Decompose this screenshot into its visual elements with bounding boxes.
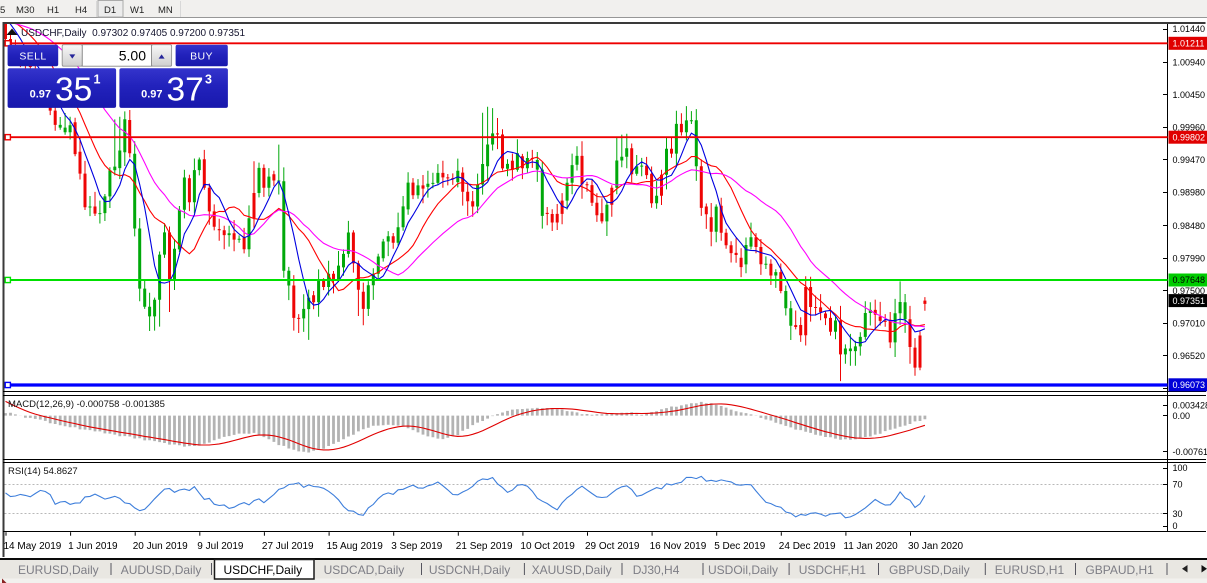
svg-text:100: 100 xyxy=(1173,463,1188,473)
svg-text:5 Dec 2019: 5 Dec 2019 xyxy=(714,541,766,552)
svg-text:USDCHF,Daily: USDCHF,Daily xyxy=(224,563,303,577)
svg-text:5.00: 5.00 xyxy=(119,48,146,64)
svg-text:0.97010: 0.97010 xyxy=(1173,319,1206,329)
svg-text:0.99470: 0.99470 xyxy=(1173,155,1206,165)
svg-text:W1: W1 xyxy=(130,5,144,16)
svg-text:USDCHF,Daily 0.97302 0.97405: USDCHF,Daily 0.97302 0.97405 0.97200 0.9… xyxy=(21,28,245,39)
svg-text:3: 3 xyxy=(205,73,212,87)
svg-text:EURUSD,H1: EURUSD,H1 xyxy=(995,563,1065,577)
svg-text:0.98980: 0.98980 xyxy=(1173,188,1206,198)
svg-text:0.97990: 0.97990 xyxy=(1173,253,1206,263)
svg-text:H4: H4 xyxy=(75,5,87,16)
svg-text:0.96073: 0.96073 xyxy=(1173,380,1206,390)
svg-text:5: 5 xyxy=(0,5,5,16)
svg-text:29 Oct 2019: 29 Oct 2019 xyxy=(585,541,640,552)
svg-text:20 Jun 2019: 20 Jun 2019 xyxy=(133,541,188,552)
svg-text:USDCAD,Daily: USDCAD,Daily xyxy=(324,563,405,577)
svg-text:1.01440: 1.01440 xyxy=(1173,24,1206,34)
svg-text:27 Jul 2019: 27 Jul 2019 xyxy=(262,541,314,552)
svg-text:GBPUSD,Daily: GBPUSD,Daily xyxy=(889,563,970,577)
svg-text:1.00940: 1.00940 xyxy=(1173,57,1206,67)
svg-text:70: 70 xyxy=(1173,480,1183,490)
svg-text:0.99960: 0.99960 xyxy=(1173,123,1206,133)
svg-text:USDOil,Daily: USDOil,Daily xyxy=(708,563,778,577)
svg-text:0: 0 xyxy=(1173,521,1178,531)
svg-text:GBPAUD,H1: GBPAUD,H1 xyxy=(1085,563,1154,577)
svg-text:3 Sep 2019: 3 Sep 2019 xyxy=(391,541,443,552)
svg-text:0.96520: 0.96520 xyxy=(1173,351,1206,361)
svg-text:1: 1 xyxy=(94,73,101,87)
svg-text:24 Dec 2019: 24 Dec 2019 xyxy=(779,541,836,552)
svg-text:-0.00761: -0.00761 xyxy=(1173,447,1207,457)
svg-text:0.97: 0.97 xyxy=(141,89,162,101)
svg-text:35: 35 xyxy=(55,72,92,109)
svg-text:0.99802: 0.99802 xyxy=(1173,132,1206,142)
svg-text:BUY: BUY xyxy=(190,51,213,63)
svg-text:10 Oct 2019: 10 Oct 2019 xyxy=(520,541,575,552)
svg-text:16 Nov 2019: 16 Nov 2019 xyxy=(650,541,707,552)
svg-text:USDCHF,H1: USDCHF,H1 xyxy=(799,563,867,577)
svg-text:H1: H1 xyxy=(47,5,59,16)
svg-text:RSI(14) 54.8627: RSI(14) 54.8627 xyxy=(8,466,78,477)
svg-text:15 Aug 2019: 15 Aug 2019 xyxy=(327,541,384,552)
svg-text:EURUSD,Daily: EURUSD,Daily xyxy=(18,563,99,577)
svg-text:37: 37 xyxy=(167,72,204,109)
svg-text:DJ30,H4: DJ30,H4 xyxy=(633,563,680,577)
svg-text:1.01211: 1.01211 xyxy=(1173,39,1205,49)
svg-text:XAUUSD,Daily: XAUUSD,Daily xyxy=(532,563,612,577)
svg-text:0.97351: 0.97351 xyxy=(1173,296,1206,306)
svg-text:9 Jul 2019: 9 Jul 2019 xyxy=(197,541,244,552)
svg-text:D1: D1 xyxy=(104,5,116,16)
svg-text:21 Sep 2019: 21 Sep 2019 xyxy=(456,541,513,552)
svg-text:30 Jan 2020: 30 Jan 2020 xyxy=(908,541,963,552)
svg-text:0.97500: 0.97500 xyxy=(1173,286,1206,296)
svg-text:MN: MN xyxy=(158,5,173,16)
svg-text:AUDUSD,Daily: AUDUSD,Daily xyxy=(121,563,202,577)
svg-text:0.97: 0.97 xyxy=(30,89,51,101)
svg-text:M30: M30 xyxy=(16,5,34,16)
svg-text:SELL: SELL xyxy=(19,51,46,63)
svg-text:1.00450: 1.00450 xyxy=(1173,90,1206,100)
svg-text:1 Jun 2019: 1 Jun 2019 xyxy=(68,541,118,552)
svg-text:0.98480: 0.98480 xyxy=(1173,221,1206,231)
svg-text:30: 30 xyxy=(1173,509,1183,519)
svg-text:0.97648: 0.97648 xyxy=(1173,275,1206,285)
svg-text:0.003428: 0.003428 xyxy=(1173,401,1207,411)
svg-text:14 May 2019: 14 May 2019 xyxy=(4,541,62,552)
svg-text:11 Jan 2020: 11 Jan 2020 xyxy=(843,541,898,552)
svg-text:USDCNH,Daily: USDCNH,Daily xyxy=(429,563,510,577)
svg-text:0.00: 0.00 xyxy=(1173,411,1191,421)
svg-text:MACD(12,26,9) -0.000758 -0.001: MACD(12,26,9) -0.000758 -0.001385 xyxy=(8,399,165,410)
